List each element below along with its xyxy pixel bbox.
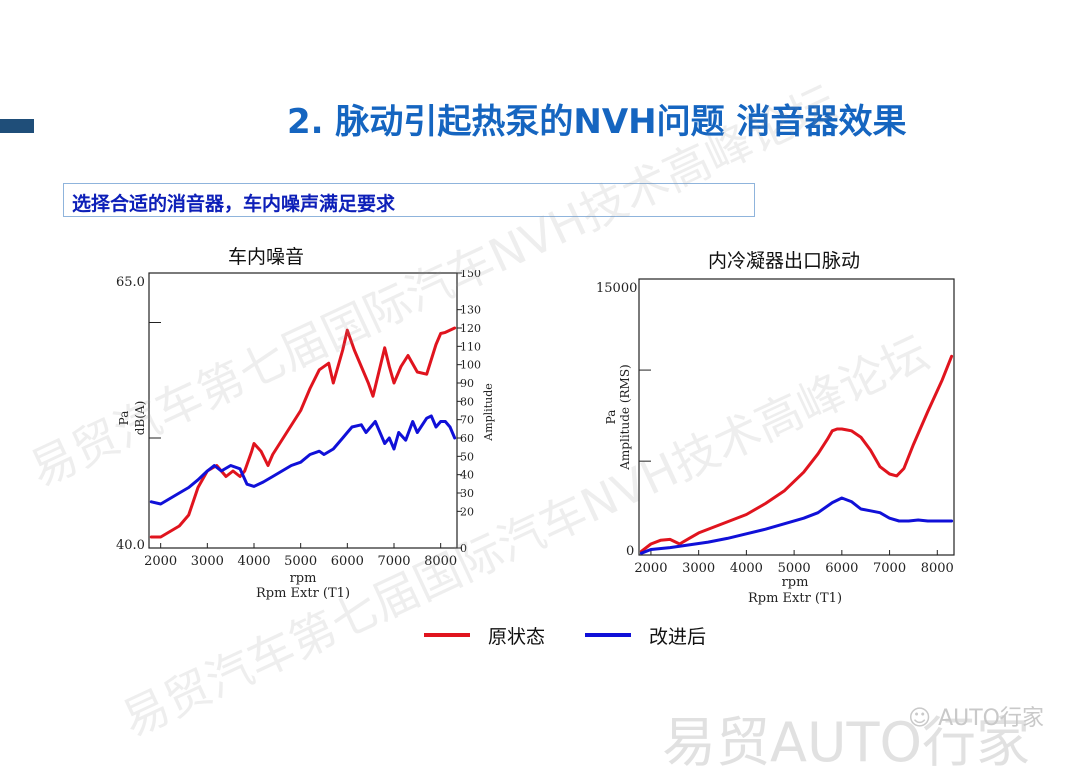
y-right-tick-label: 40 bbox=[460, 469, 474, 482]
legend: 原状态 改进后 bbox=[424, 620, 746, 650]
x-tick-label: 3000 bbox=[191, 554, 224, 569]
legend-swatch-original bbox=[424, 633, 470, 637]
y-tick-label-top: 65.0 bbox=[116, 275, 145, 290]
chart-title-condenser-pulsation: 内冷凝器出口脉动 bbox=[708, 250, 861, 272]
y-right-tick-label: 30 bbox=[460, 487, 474, 500]
y-tick-label-top: 15000 bbox=[596, 281, 637, 296]
accent-bar bbox=[0, 119, 34, 133]
plot-frame bbox=[148, 272, 458, 549]
x-tick-label: 7000 bbox=[377, 554, 410, 569]
series-line-improved bbox=[639, 496, 954, 555]
series-line-improved bbox=[149, 414, 457, 506]
chart-condenser-pulsation: 2000 3000 4000 5000 6000 7000 8000 15000 0 Pa … bbox=[596, 278, 955, 606]
series-line-original bbox=[639, 354, 954, 553]
y-axis-label-amplitude-rms: Amplitude (RMS) bbox=[618, 364, 632, 470]
legend-swatch-improved bbox=[585, 633, 632, 637]
y-right-tick-label: 130 bbox=[460, 304, 481, 317]
x-tick-label: 6000 bbox=[331, 554, 364, 569]
legend-label-original: 原状态 bbox=[488, 625, 546, 648]
chart-cabin-noise: 2000 3000 4000 5000 6000 7000 8000 150 130 120 110… bbox=[116, 270, 495, 601]
y-tick-label-bottom: 40.0 bbox=[116, 538, 145, 553]
x-tick-label: 8000 bbox=[424, 554, 457, 569]
plot-frame bbox=[638, 278, 955, 556]
legend-label-improved: 改进后 bbox=[649, 625, 707, 648]
x-axis-label-rpm-extr: Rpm Extr (T1) bbox=[748, 591, 842, 606]
x-tick-label: 4000 bbox=[730, 561, 763, 576]
y-right-tick-label: 50 bbox=[460, 450, 474, 463]
y-right-tick-label: 70 bbox=[460, 414, 474, 427]
y-right-tick-label: 0 bbox=[460, 542, 467, 555]
x-tick-label: 4000 bbox=[237, 554, 270, 569]
wechat-icon: ☺ bbox=[908, 706, 932, 731]
chart-title-cabin-noise: 车内噪音 bbox=[228, 246, 305, 268]
x-axis-label-rpm: rpm bbox=[290, 571, 317, 586]
slide-title: 2. 脉动引起热泵的NVH问题 消音器效果 bbox=[287, 102, 907, 142]
y-right-tick-label: 120 bbox=[460, 322, 481, 335]
y-axis-label-pa: Pa bbox=[117, 411, 131, 426]
y-tick-label-bottom: 0 bbox=[626, 544, 634, 559]
brand-corner: ☺ AUTO行家 bbox=[908, 700, 1044, 732]
x-tick-label: 8000 bbox=[921, 561, 954, 576]
x-tick-label: 5000 bbox=[284, 554, 317, 569]
x-tick-label: 2000 bbox=[144, 554, 177, 569]
brand-corner-text: AUTO行家 bbox=[938, 706, 1044, 731]
y-axis-label-dba: dB(A) bbox=[133, 401, 147, 436]
y-right-tick-label: 20 bbox=[460, 505, 474, 518]
x-axis-label-rpm-extr: Rpm Extr (T1) bbox=[256, 586, 350, 601]
x-tick-label: 5000 bbox=[778, 561, 811, 576]
x-tick-label: 3000 bbox=[682, 561, 715, 576]
x-tick-label: 2000 bbox=[634, 561, 667, 576]
brand-watermark-big: 易贸AUTO行家 bbox=[662, 711, 1030, 774]
x-tick-label: 6000 bbox=[825, 561, 858, 576]
y-right-tick-label: 150 bbox=[460, 270, 481, 280]
y-right-tick-label: 100 bbox=[460, 359, 481, 372]
y-axis-label-pa: Pa bbox=[604, 410, 618, 425]
subtitle-text: 选择合适的消音器，车内噪声满足要求 bbox=[72, 193, 396, 215]
x-tick-label: 7000 bbox=[873, 561, 906, 576]
x-axis-label-rpm: rpm bbox=[782, 575, 809, 590]
y-right-tick-label: 80 bbox=[460, 395, 474, 408]
subtitle-box: 选择合适的消音器，车内噪声满足要求 bbox=[63, 183, 755, 217]
y-right-tick-label: 90 bbox=[460, 377, 474, 390]
y-right-tick-label: 110 bbox=[460, 340, 481, 353]
y-axis-label-amplitude: Amplitude bbox=[482, 383, 495, 442]
y-right-tick-label: 60 bbox=[460, 432, 474, 445]
